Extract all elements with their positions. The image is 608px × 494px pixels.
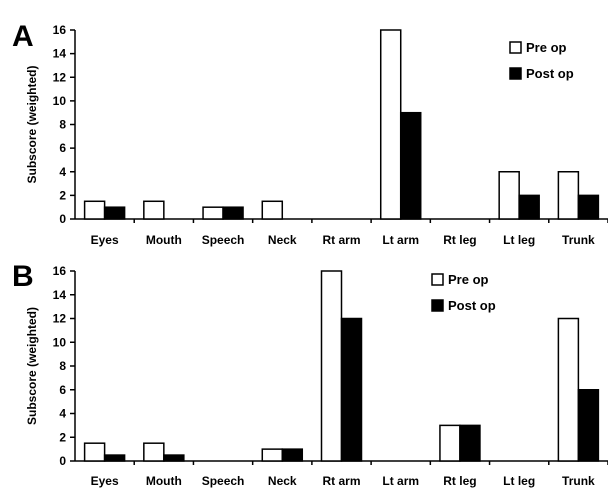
bar-post-op — [518, 194, 540, 220]
legend-swatch — [509, 41, 522, 54]
legend-swatch — [431, 299, 444, 312]
category-label: Mouth — [146, 474, 182, 488]
y-tick-label: 0 — [59, 212, 66, 226]
bar-post-op — [163, 454, 185, 462]
legend-label: Post op — [526, 66, 574, 81]
category-label: Lt leg — [503, 474, 535, 488]
y-tick-label: 4 — [59, 165, 66, 179]
legend-swatch — [509, 67, 522, 80]
category-label: Rt leg — [443, 474, 476, 488]
y-tick-label: 6 — [59, 141, 66, 155]
bar-post-op — [577, 389, 600, 462]
y-tick-label: 2 — [59, 188, 66, 202]
category-label: Mouth — [146, 233, 182, 247]
bar-pre-op — [557, 171, 580, 220]
category-label: Eyes — [91, 233, 119, 247]
bar-pre-op — [143, 442, 165, 462]
bar-post-op — [399, 111, 422, 220]
category-label: Eyes — [91, 474, 119, 488]
y-tick-label: 2 — [59, 430, 66, 444]
bar-pre-op — [379, 29, 402, 220]
bar-pre-op — [261, 448, 284, 462]
y-tick-label: 14 — [53, 288, 67, 302]
bar-post-op — [103, 454, 126, 462]
category-label: Trunk — [562, 233, 595, 247]
category-label: Lt arm — [382, 233, 419, 247]
bar-pre-op — [261, 200, 284, 220]
bar-pre-op — [320, 270, 343, 462]
category-label: Rt arm — [322, 474, 360, 488]
y-tick-label: 10 — [53, 335, 67, 349]
bar-pre-op — [557, 317, 580, 462]
y-axis-label: Subscore (weighted) — [25, 65, 39, 183]
bar-post-op — [577, 194, 600, 220]
category-label: Neck — [268, 233, 297, 247]
bar-pre-op — [143, 200, 165, 220]
y-tick-label: 12 — [53, 70, 67, 84]
bar-pre-op — [439, 424, 461, 462]
category-label: Rt leg — [443, 233, 476, 247]
bar-post-op — [222, 206, 244, 220]
y-tick-label: 12 — [53, 312, 67, 326]
legend-label: Pre op — [448, 272, 489, 287]
y-tick-label: 4 — [59, 407, 66, 421]
y-tick-label: 6 — [59, 383, 66, 397]
bar-post-op — [340, 317, 363, 462]
y-tick-label: 16 — [53, 23, 67, 37]
y-tick-label: 14 — [53, 47, 67, 61]
panel-letter: A — [12, 20, 34, 53]
category-label: Lt leg — [503, 233, 535, 247]
category-label: Speech — [202, 474, 245, 488]
bar-pre-op — [498, 171, 520, 220]
category-label: Neck — [268, 474, 297, 488]
category-label: Lt arm — [382, 474, 419, 488]
category-label: Trunk — [562, 474, 595, 488]
legend-swatch — [431, 273, 444, 286]
y-tick-label: 0 — [59, 454, 66, 468]
y-axis-label: Subscore (weighted) — [25, 307, 39, 425]
bar-post-op — [281, 448, 304, 462]
bar-post-op — [459, 424, 481, 462]
category-label: Speech — [202, 233, 245, 247]
bar-pre-op — [83, 200, 106, 220]
bar-pre-op — [83, 442, 106, 462]
y-tick-label: 16 — [53, 264, 67, 278]
category-label: Rt arm — [322, 233, 360, 247]
panel-letter: B — [12, 260, 34, 293]
bar-pre-op — [202, 206, 224, 220]
y-tick-label: 8 — [59, 359, 66, 373]
legend-label: Pre op — [526, 40, 567, 55]
y-tick-label: 10 — [53, 94, 67, 108]
y-tick-label: 8 — [59, 118, 66, 132]
bar-post-op — [103, 206, 126, 220]
legend-label: Post op — [448, 298, 496, 313]
